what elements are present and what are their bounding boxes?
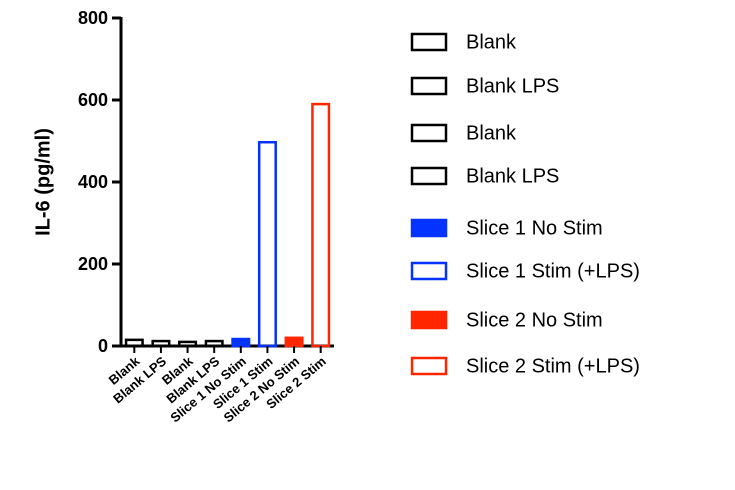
y-axis-label: IL-6 (pg/ml) xyxy=(32,128,54,236)
legend-swatch xyxy=(410,218,448,238)
bar xyxy=(204,339,224,348)
legend-swatch xyxy=(410,166,448,186)
legend-swatch xyxy=(410,356,448,376)
bar xyxy=(257,140,277,348)
legend-swatch xyxy=(410,310,448,330)
legend-swatch xyxy=(410,123,448,143)
bar xyxy=(311,102,331,348)
legend-label: Slice 2 No Stim xyxy=(466,309,603,331)
legend-label: Slice 1 Stim (+LPS) xyxy=(466,260,640,282)
legend-label: Blank LPS xyxy=(466,165,559,187)
bar xyxy=(231,337,251,348)
legend-swatch xyxy=(410,76,448,96)
legend-swatch xyxy=(410,32,448,52)
bar xyxy=(124,338,144,348)
bar xyxy=(284,336,304,348)
y-tick-label: 600 xyxy=(78,90,108,110)
legend-label: Slice 2 Stim (+LPS) xyxy=(466,355,640,377)
legend-label: Blank xyxy=(466,122,517,144)
bar xyxy=(178,340,198,348)
legend-swatch xyxy=(410,261,448,281)
legend-label: Blank xyxy=(466,31,517,53)
bar xyxy=(151,339,171,348)
legend-label: Slice 1 No Stim xyxy=(466,217,603,239)
y-tick-label: 800 xyxy=(78,8,108,28)
y-tick-label: 0 xyxy=(98,336,108,356)
y-tick-label: 400 xyxy=(78,172,108,192)
legend-label: Blank LPS xyxy=(466,75,559,97)
y-tick-label: 200 xyxy=(78,254,108,274)
